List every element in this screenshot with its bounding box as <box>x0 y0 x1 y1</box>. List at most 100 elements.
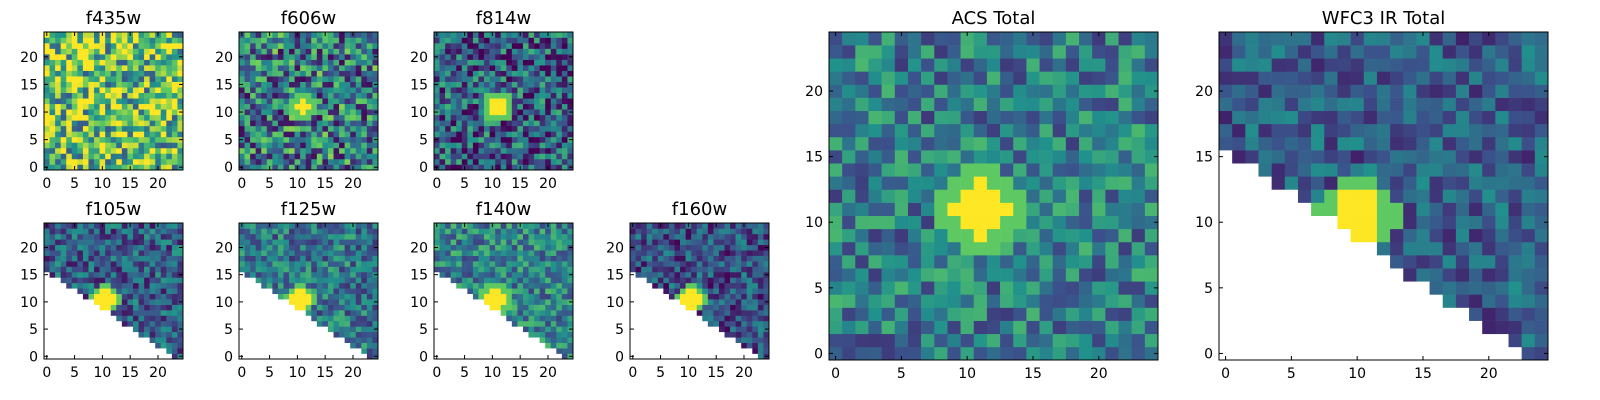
heatmap-cell <box>724 277 731 284</box>
heatmap-cell <box>289 233 295 240</box>
heatmap-cell <box>746 353 753 360</box>
heatmap-cell <box>116 37 123 44</box>
heatmap-cell <box>71 228 78 235</box>
heatmap-cell <box>500 337 507 343</box>
heatmap-cell <box>713 331 720 338</box>
heatmap-cell <box>478 142 485 149</box>
heatmap-cell <box>842 333 856 348</box>
heatmap-cell <box>344 228 351 235</box>
heatmap-cell <box>327 293 334 300</box>
heatmap-cell <box>105 277 112 284</box>
heatmap-cell <box>121 158 128 165</box>
heatmap-cell <box>361 315 368 322</box>
heatmap-cell <box>82 266 89 273</box>
heatmap-cell <box>456 98 463 105</box>
heatmap-cell <box>506 250 513 256</box>
heatmap-cell <box>757 277 764 284</box>
heatmap-cell <box>305 120 312 127</box>
heatmap-cell <box>724 266 731 273</box>
heatmap-cell <box>713 348 720 354</box>
heatmap-cell <box>434 147 440 154</box>
heatmap-cell <box>49 76 56 82</box>
heatmap-cell <box>511 164 518 171</box>
heatmap-cell <box>283 103 290 110</box>
heatmap-cell <box>155 153 162 160</box>
heatmap-cell <box>511 70 518 77</box>
heatmap-cell <box>255 65 262 71</box>
heatmap-cell <box>757 261 764 267</box>
heatmap-cell <box>350 326 357 333</box>
heatmap-cell <box>44 239 50 246</box>
heatmap-cell <box>355 228 362 235</box>
heatmap-cell <box>277 125 284 132</box>
x-tick-label: 15 <box>316 365 334 381</box>
heatmap-cell <box>668 244 675 251</box>
y-tick-label: 15 <box>20 77 38 93</box>
heatmap-cell <box>272 136 279 143</box>
heatmap-cell <box>166 320 173 327</box>
heatmap-cell <box>289 43 295 49</box>
heatmap-cell <box>478 277 485 284</box>
y-tick-label: 0 <box>224 349 233 365</box>
heatmap-cell <box>289 353 295 360</box>
heatmap-cell <box>646 228 653 235</box>
heatmap-cell <box>316 76 323 82</box>
heatmap-cell <box>49 153 56 160</box>
heatmap-cell <box>511 59 518 66</box>
heatmap-cell <box>630 233 636 240</box>
heatmap-cell <box>439 109 446 116</box>
heatmap-cell <box>763 239 770 246</box>
heatmap-cell <box>350 315 357 322</box>
heatmap-cell <box>350 54 357 60</box>
heatmap-cell <box>534 76 540 82</box>
heatmap-cell <box>49 223 56 229</box>
heatmap-cell <box>713 228 720 235</box>
heatmap-cell <box>99 70 106 77</box>
heatmap-cell <box>567 239 574 246</box>
heatmap-cell <box>66 32 73 38</box>
heatmap-cell <box>177 293 184 300</box>
heatmap-cell <box>668 299 675 305</box>
heatmap-cell <box>344 59 351 66</box>
heatmap-cell <box>71 76 78 82</box>
heatmap-cell <box>1000 268 1014 282</box>
heatmap-cell <box>434 43 440 49</box>
heatmap-cell <box>646 337 653 343</box>
heatmap-cell <box>116 76 123 82</box>
heatmap-cell <box>66 337 73 343</box>
heatmap-cell <box>300 244 307 251</box>
heatmap-cell <box>894 228 909 243</box>
heatmap-cell <box>450 348 457 354</box>
heatmap-cell <box>652 326 659 333</box>
heatmap-cell <box>244 261 251 267</box>
heatmap-cell <box>110 288 117 295</box>
heatmap-cell <box>517 337 524 343</box>
heatmap-cell <box>746 304 753 311</box>
heatmap-cell <box>255 326 262 333</box>
heatmap-cell <box>177 65 184 71</box>
heatmap-cell <box>66 233 73 240</box>
heatmap-cell <box>1000 294 1014 308</box>
heatmap-cell <box>94 131 100 138</box>
heatmap-cell <box>339 153 345 160</box>
heatmap-cell <box>244 255 251 262</box>
heatmap-cell <box>300 37 307 44</box>
heatmap-cell <box>138 277 145 284</box>
heatmap-cell <box>534 103 540 110</box>
heatmap-cell <box>652 299 659 305</box>
heatmap-cell <box>696 288 703 295</box>
heatmap-cell <box>300 233 307 240</box>
heatmap-cell <box>366 337 373 343</box>
heatmap-cell <box>652 239 659 246</box>
heatmap-cell <box>511 87 518 94</box>
heatmap-cell <box>177 266 184 273</box>
heatmap-cell <box>450 109 457 116</box>
heatmap-cell <box>478 131 485 138</box>
heatmap-cell <box>724 299 731 305</box>
heatmap-cell <box>484 153 490 160</box>
heatmap-cell <box>511 136 518 143</box>
heatmap-cell <box>467 282 474 289</box>
heatmap-cell <box>138 158 145 165</box>
heatmap-cell <box>472 320 479 327</box>
heatmap-cell <box>506 70 513 77</box>
